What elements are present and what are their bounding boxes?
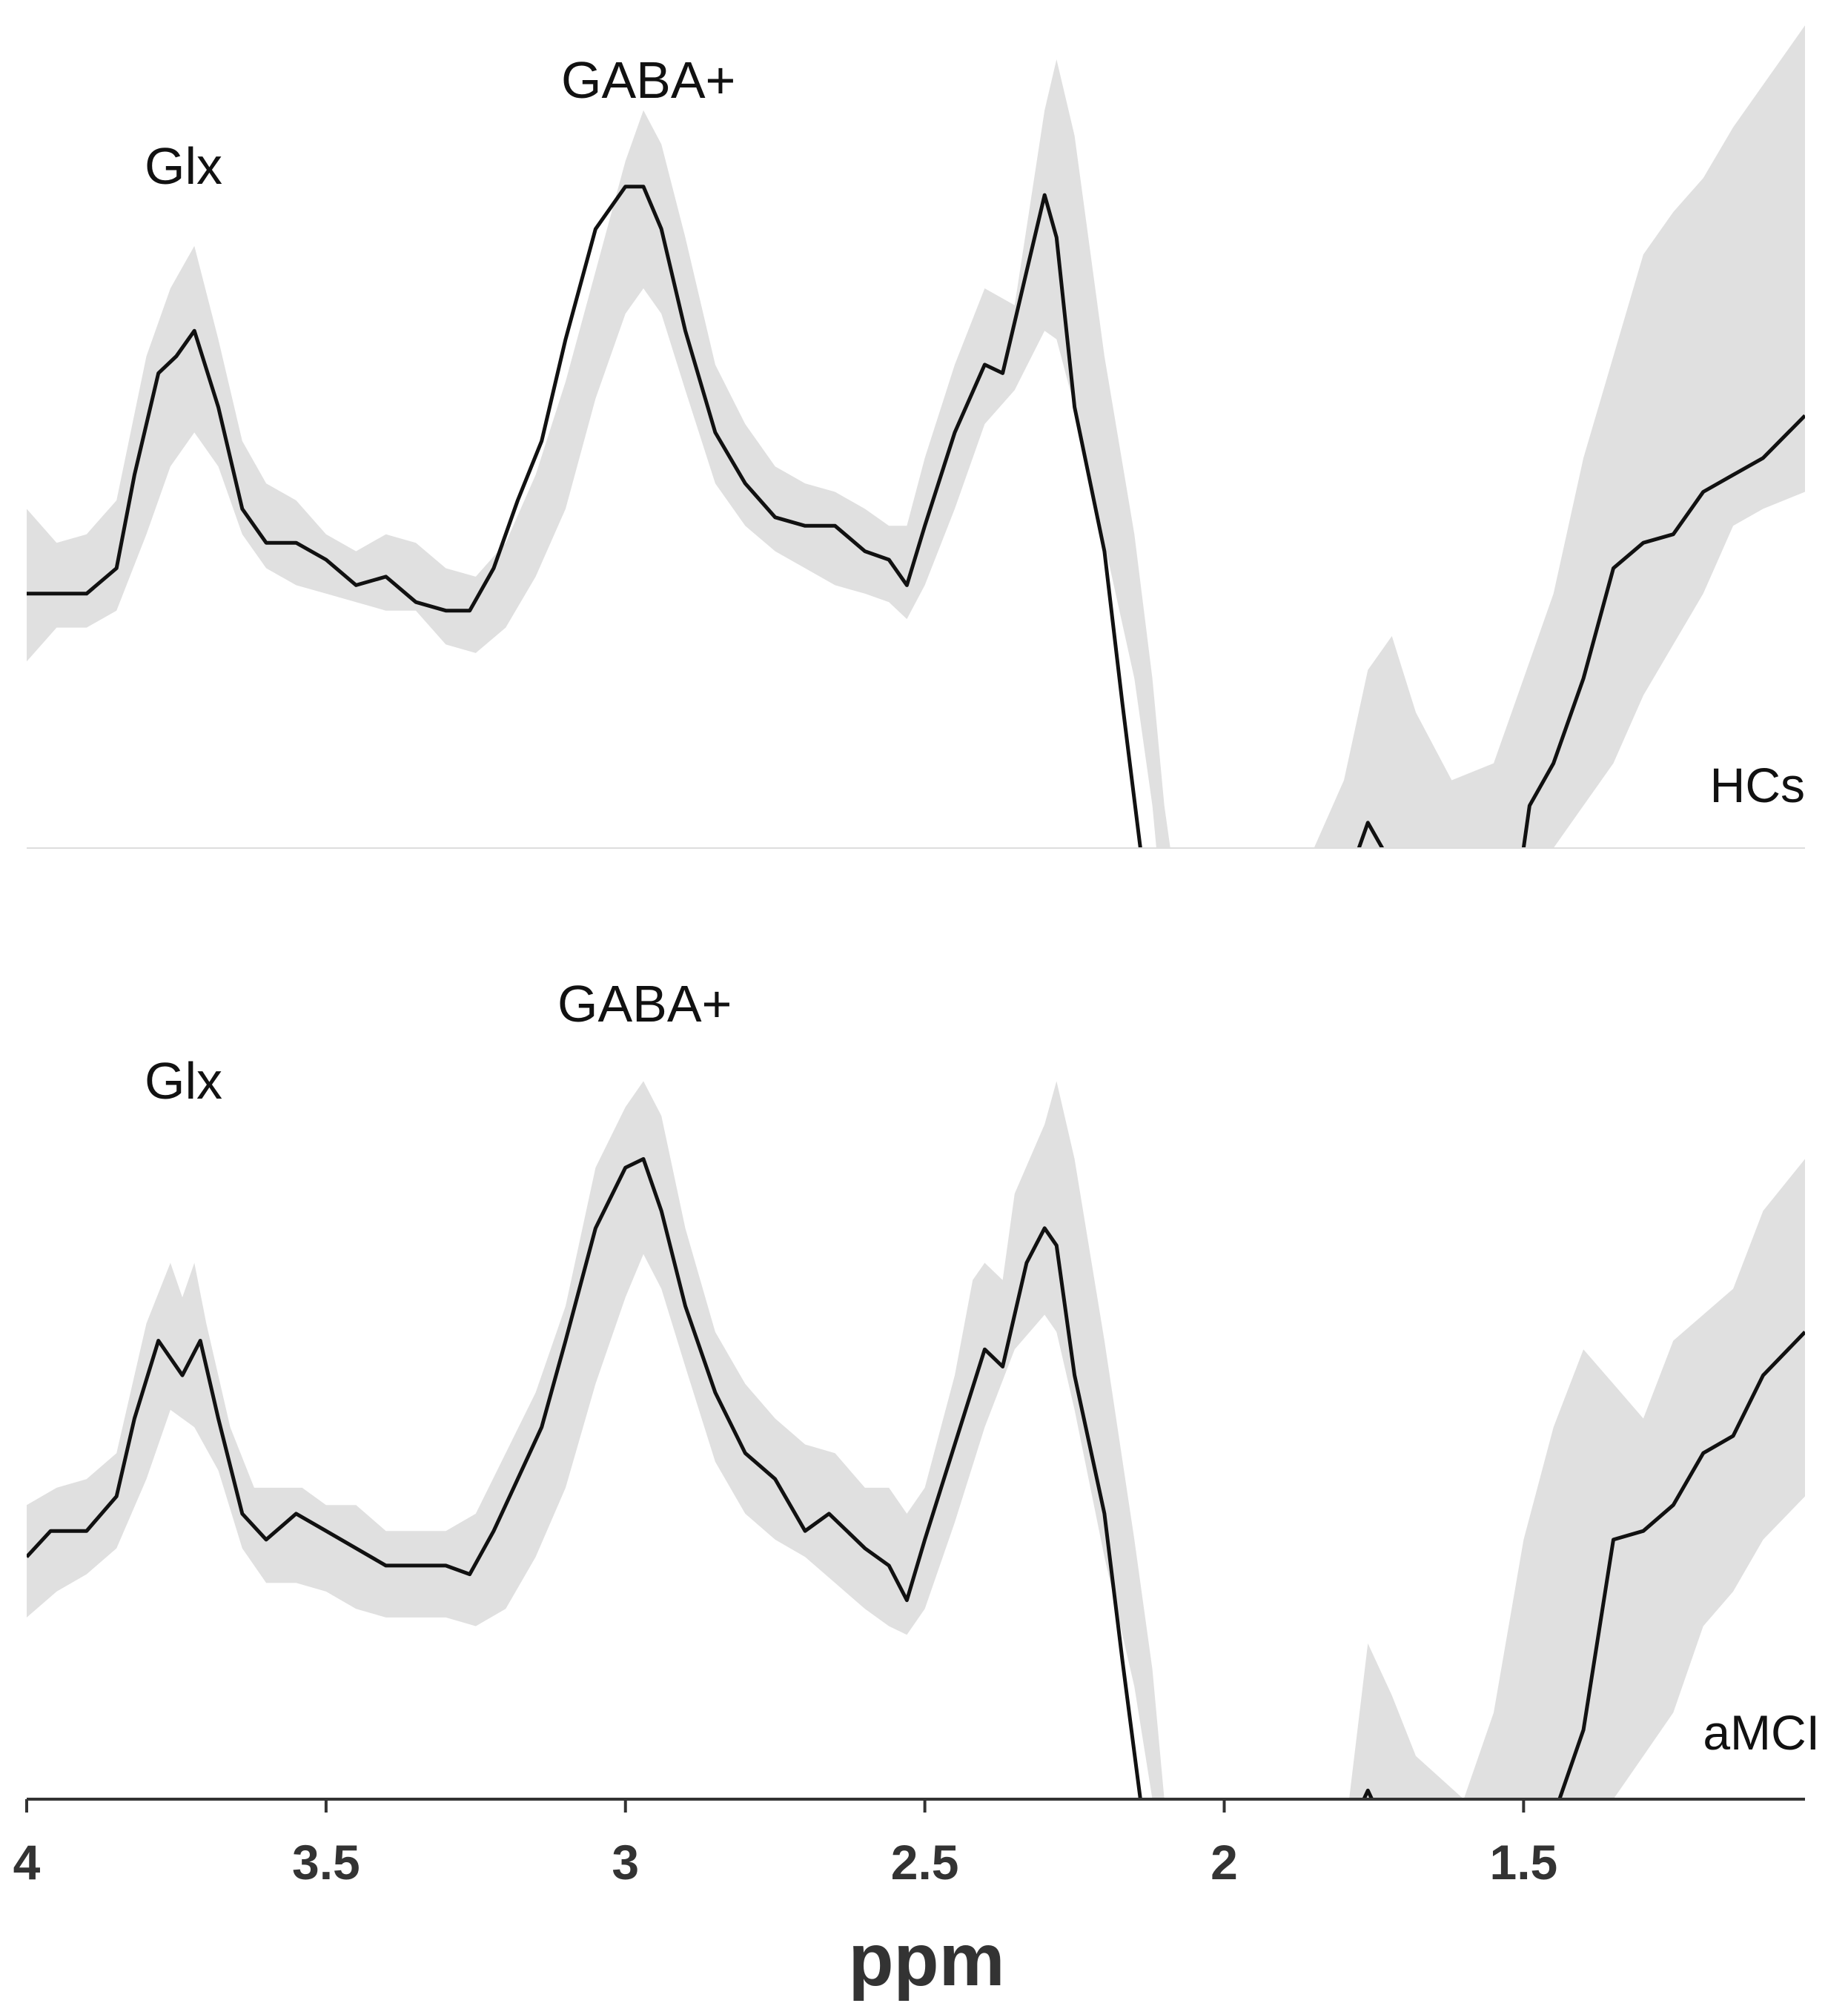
panel-hcs: Glx GABA+ HCs xyxy=(27,25,1805,849)
x-axis: 4 3.5 3 2.5 2 1.5 xyxy=(13,1798,1805,1890)
panel-amci: Glx GABA+ aMCI xyxy=(27,975,1820,1799)
amci-mean-line xyxy=(27,1156,1805,1799)
hcs-gaba-label: GABA+ xyxy=(561,51,735,109)
amci-glx-label: Glx xyxy=(145,1052,222,1110)
x-tick-label-1: 3.5 xyxy=(292,1835,360,1890)
x-tick-label-2: 3 xyxy=(612,1835,639,1890)
hcs-mean-line xyxy=(27,185,1805,848)
amci-group-label: aMCI xyxy=(1703,1705,1820,1760)
amci-gaba-label: GABA+ xyxy=(557,975,732,1033)
hcs-group-label: HCs xyxy=(1710,758,1805,812)
x-tick-label-4: 2 xyxy=(1211,1835,1238,1890)
x-tick-label-3: 2.5 xyxy=(891,1835,959,1890)
x-tick-label-0: 4 xyxy=(13,1835,41,1890)
amci-std-band xyxy=(27,1081,1805,1799)
hcs-std-band xyxy=(27,25,1805,848)
hcs-glx-label: Glx xyxy=(145,137,222,195)
x-tick-label-5: 1.5 xyxy=(1489,1835,1557,1890)
x-axis-title: ppm xyxy=(848,1919,1004,2002)
